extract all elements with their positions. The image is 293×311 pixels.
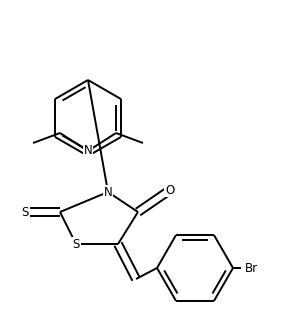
- Text: Br: Br: [244, 262, 258, 275]
- Text: S: S: [72, 238, 80, 250]
- Text: O: O: [165, 183, 175, 197]
- Text: N: N: [104, 185, 113, 198]
- Text: N: N: [84, 145, 92, 157]
- Text: S: S: [21, 206, 29, 219]
